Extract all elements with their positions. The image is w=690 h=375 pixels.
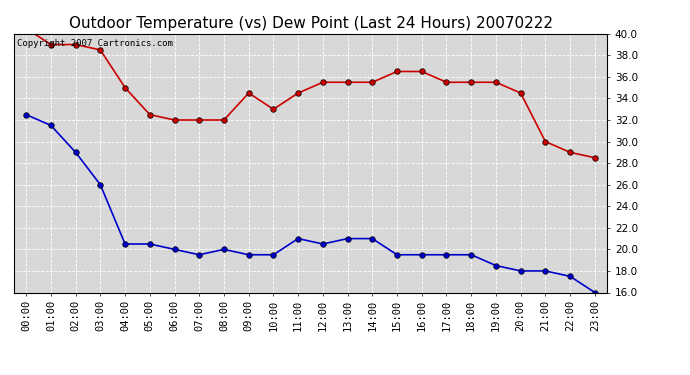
Title: Outdoor Temperature (vs) Dew Point (Last 24 Hours) 20070222: Outdoor Temperature (vs) Dew Point (Last… xyxy=(68,16,553,31)
Text: Copyright 2007 Cartronics.com: Copyright 2007 Cartronics.com xyxy=(17,39,172,48)
